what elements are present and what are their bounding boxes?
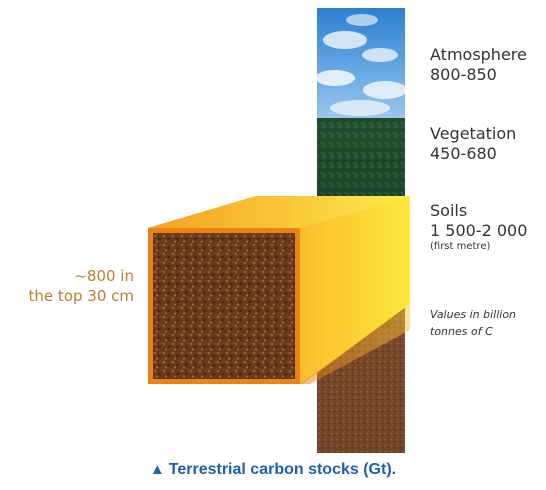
atmosphere-value: 800-850 bbox=[430, 65, 497, 84]
figure-caption: ▲ Terrestrial carbon stocks (Gt). bbox=[0, 461, 546, 479]
soils-name: Soils bbox=[430, 201, 468, 220]
topsoil-sample-face bbox=[148, 228, 300, 384]
vegetation-label: Vegetation 450-680 bbox=[430, 124, 516, 164]
vegetation-value: 450-680 bbox=[430, 144, 497, 163]
topsoil-line-1: ~800 in bbox=[74, 267, 134, 285]
atmosphere-name: Atmosphere bbox=[430, 45, 527, 64]
topsoil-line-2: the top 30 cm bbox=[28, 287, 134, 305]
vegetation-block bbox=[317, 118, 405, 198]
vegetation-name: Vegetation bbox=[430, 124, 517, 143]
triangle-marker-icon: ▲ bbox=[149, 461, 165, 478]
atmosphere-label: Atmosphere 800-850 bbox=[430, 45, 527, 85]
soils-value: 1 500-2 000 bbox=[430, 221, 528, 240]
soils-label: Soils 1 500-2 000 (first metre) bbox=[430, 201, 527, 252]
units-note: Values in billion tonnes of C bbox=[430, 308, 517, 338]
atmosphere-block bbox=[315, 8, 407, 118]
caption-text: Terrestrial carbon stocks (Gt). bbox=[168, 461, 397, 478]
soils-note: (first metre) bbox=[430, 241, 491, 252]
topsoil-label: ~800 in the top 30 cm bbox=[29, 266, 134, 306]
